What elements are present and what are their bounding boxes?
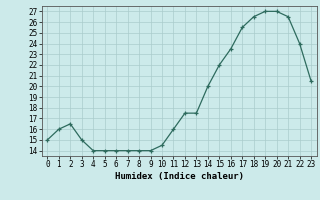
X-axis label: Humidex (Indice chaleur): Humidex (Indice chaleur)	[115, 172, 244, 181]
